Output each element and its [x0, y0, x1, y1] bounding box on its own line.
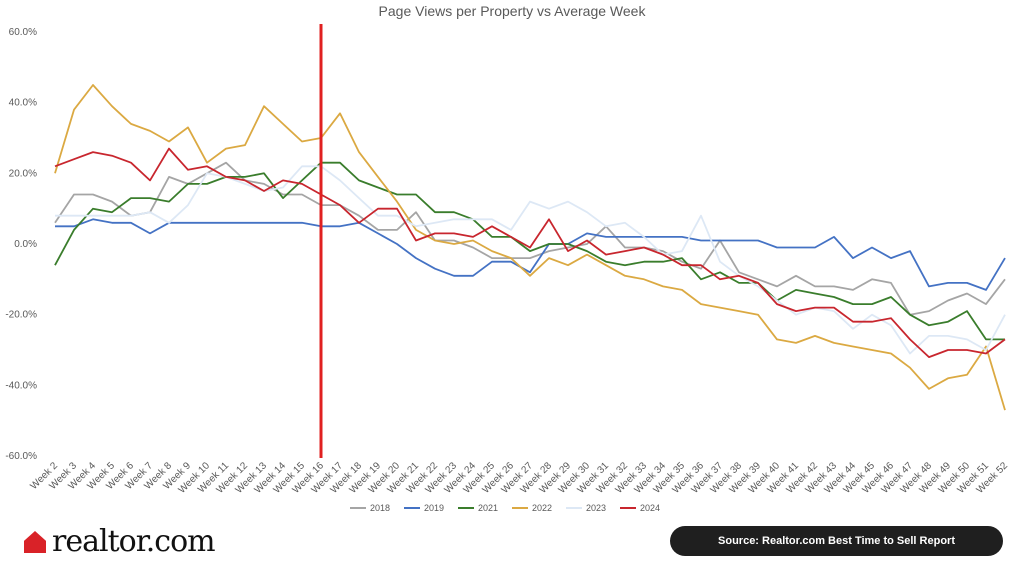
legend-label: 2023 — [586, 503, 606, 513]
series-line — [55, 218, 1006, 291]
chart-title: Page Views per Property vs Average Week — [379, 3, 647, 19]
legend-label: 2018 — [370, 503, 390, 513]
y-tick-label: -60.0% — [5, 451, 37, 462]
logo-text: realtor.com — [52, 524, 216, 559]
y-tick-label: 0.0% — [14, 239, 37, 250]
series-line — [54, 161, 1006, 316]
legend-label: 2021 — [478, 503, 498, 513]
y-tick-label: 20.0% — [9, 168, 37, 179]
y-tick-label: -20.0% — [5, 310, 37, 321]
legend-label: 2024 — [640, 503, 660, 513]
legend-label: 2022 — [532, 503, 552, 513]
y-tick-label: 60.0% — [9, 27, 37, 38]
y-tick-label: 40.0% — [9, 98, 37, 109]
series-line — [55, 165, 1006, 355]
source-note: Source: Realtor.com Best Time to Sell Re… — [670, 526, 1003, 556]
legend-label: 2019 — [424, 503, 444, 513]
logo: realtor.com — [24, 524, 216, 559]
y-tick-label: -40.0% — [5, 380, 37, 391]
logo-icon — [24, 531, 46, 553]
chart: Page Views per Property vs Average Week … — [5, 3, 1010, 513]
series-line — [54, 161, 1005, 341]
series-line — [54, 147, 1006, 358]
series-line — [54, 84, 1006, 411]
